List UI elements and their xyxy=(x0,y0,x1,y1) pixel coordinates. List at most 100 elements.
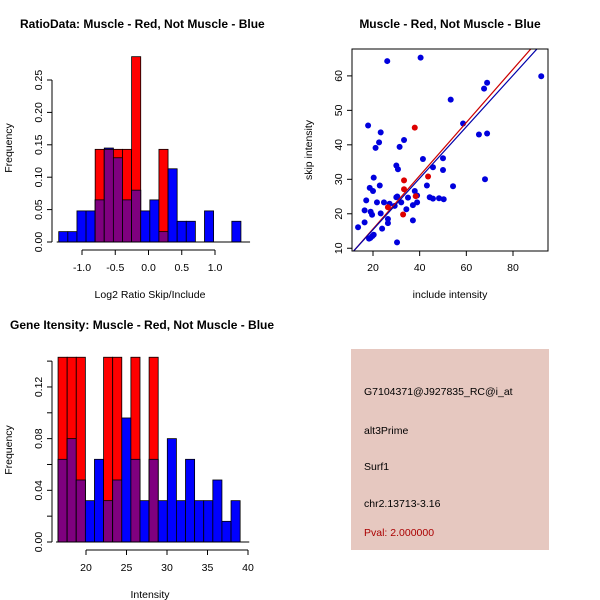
x-tick-label: -0.5 xyxy=(106,262,124,274)
scatter-ylabel: skip intensity xyxy=(303,119,315,180)
bar-overlap xyxy=(158,231,169,243)
y-tick-label: 0.12 xyxy=(33,377,45,398)
point-not-muscle xyxy=(484,79,491,86)
info-panel: G7104371@J927835_RC@i_at alt3Prime Surf1… xyxy=(351,349,549,550)
y-tick-label: 20 xyxy=(333,208,345,220)
bar-not-muscle xyxy=(157,500,168,543)
y-tick-label: 0.20 xyxy=(33,102,45,123)
bar-not-muscle xyxy=(85,210,96,243)
point-not-muscle xyxy=(447,96,454,103)
intensity-histogram-title: Gene Itensity: Muscle - Red, Not Muscle … xyxy=(10,318,274,332)
point-not-muscle xyxy=(403,206,410,213)
x-tick-label: 25 xyxy=(121,562,133,574)
bar-muscle xyxy=(158,148,169,243)
point-not-muscle xyxy=(394,239,401,246)
point-not-muscle xyxy=(370,188,376,195)
point-muscle xyxy=(401,177,408,184)
point-not-muscle xyxy=(401,137,408,144)
y-tick-label: 10 xyxy=(333,242,345,254)
point-not-muscle xyxy=(481,85,488,92)
point-muscle xyxy=(425,173,432,180)
intensity-histogram-ylabel: Frequency xyxy=(3,424,15,474)
y-tick-label: 0.08 xyxy=(33,428,45,449)
y-tick-label: 0.25 xyxy=(33,70,45,91)
x-tick-label: 20 xyxy=(80,562,92,574)
point-not-muscle xyxy=(376,139,383,146)
bar-overlap xyxy=(66,438,77,543)
bar-not-muscle xyxy=(185,220,196,243)
y-tick-label: 0.00 xyxy=(33,532,45,553)
bar-overlap xyxy=(130,458,141,543)
point-not-muscle xyxy=(377,129,384,136)
point-not-muscle xyxy=(369,211,376,218)
fit-line xyxy=(352,49,532,251)
point-not-muscle xyxy=(380,199,387,206)
point-not-muscle xyxy=(394,193,401,200)
point-not-muscle xyxy=(363,197,370,204)
bar-overlap xyxy=(103,500,114,543)
point-not-muscle xyxy=(394,166,401,173)
point-not-muscle xyxy=(355,224,362,231)
point-not-muscle xyxy=(440,166,446,173)
x-tick-label: 60 xyxy=(460,262,472,274)
point-not-muscle xyxy=(384,215,391,222)
point-muscle xyxy=(384,204,391,211)
bar-overlap xyxy=(103,148,114,243)
x-tick-label: 30 xyxy=(161,562,173,574)
scatter-panel: Muscle - Red, Not Muscle - Blue include … xyxy=(303,17,549,301)
bar-overlap xyxy=(148,458,159,543)
scatter-xlabel: include intensity xyxy=(413,289,488,301)
x-tick-label: 80 xyxy=(507,262,519,274)
y-tick-label: 60 xyxy=(333,70,345,82)
event-type: alt3Prime xyxy=(364,425,409,437)
y-tick-label: 40 xyxy=(333,139,345,151)
point-not-muscle xyxy=(417,54,424,61)
x-tick-label: 20 xyxy=(367,262,379,274)
bar-not-muscle xyxy=(166,438,177,543)
bar-not-muscle xyxy=(194,500,205,543)
y-tick-label: 30 xyxy=(333,173,345,185)
point-muscle xyxy=(401,186,408,193)
probe-id: G7104371@J927835_RC@i_at xyxy=(364,386,513,398)
point-not-muscle xyxy=(475,131,482,138)
chromosome-location: chr2.13713-3.16 xyxy=(364,498,441,510)
x-tick-label: 40 xyxy=(242,562,254,574)
point-not-muscle xyxy=(373,199,380,206)
bar-not-muscle xyxy=(139,500,150,543)
x-tick-label: 0.5 xyxy=(174,262,189,274)
point-not-muscle xyxy=(538,73,545,80)
bar-overlap xyxy=(122,199,133,243)
bar-not-muscle xyxy=(167,168,178,243)
point-not-muscle xyxy=(405,194,411,201)
x-tick-label: 35 xyxy=(202,562,214,574)
x-tick-label: -1.0 xyxy=(73,262,91,274)
point-not-muscle xyxy=(484,130,491,137)
bar-not-muscle xyxy=(94,458,104,543)
bar-not-muscle xyxy=(176,500,186,543)
bar-overlap xyxy=(75,479,86,543)
point-not-muscle xyxy=(396,143,403,150)
bar-overlap xyxy=(131,189,142,243)
bar-not-muscle xyxy=(230,500,241,543)
bar-not-muscle xyxy=(67,231,78,243)
scatter-title: Muscle - Red, Not Muscle - Blue xyxy=(359,17,541,31)
bar-not-muscle xyxy=(149,199,160,243)
y-tick-label: 0.05 xyxy=(33,199,45,220)
bar-not-muscle xyxy=(212,479,223,543)
y-tick-label: 0.04 xyxy=(33,480,45,501)
point-not-muscle xyxy=(423,182,430,189)
bar-not-muscle xyxy=(204,210,215,243)
bar-not-muscle xyxy=(84,500,95,543)
intensity-histogram-xlabel: Intensity xyxy=(130,589,170,600)
point-not-muscle xyxy=(365,122,372,129)
y-tick-label: 0.15 xyxy=(33,134,45,155)
info-panel-background xyxy=(351,349,549,550)
point-not-muscle xyxy=(361,219,368,226)
ratio-histogram-ylabel: Frequency xyxy=(3,122,15,172)
point-not-muscle xyxy=(372,144,379,151)
point-not-muscle xyxy=(409,217,416,224)
point-muscle xyxy=(400,211,407,218)
point-not-muscle xyxy=(361,207,368,214)
point-not-muscle xyxy=(440,155,446,162)
